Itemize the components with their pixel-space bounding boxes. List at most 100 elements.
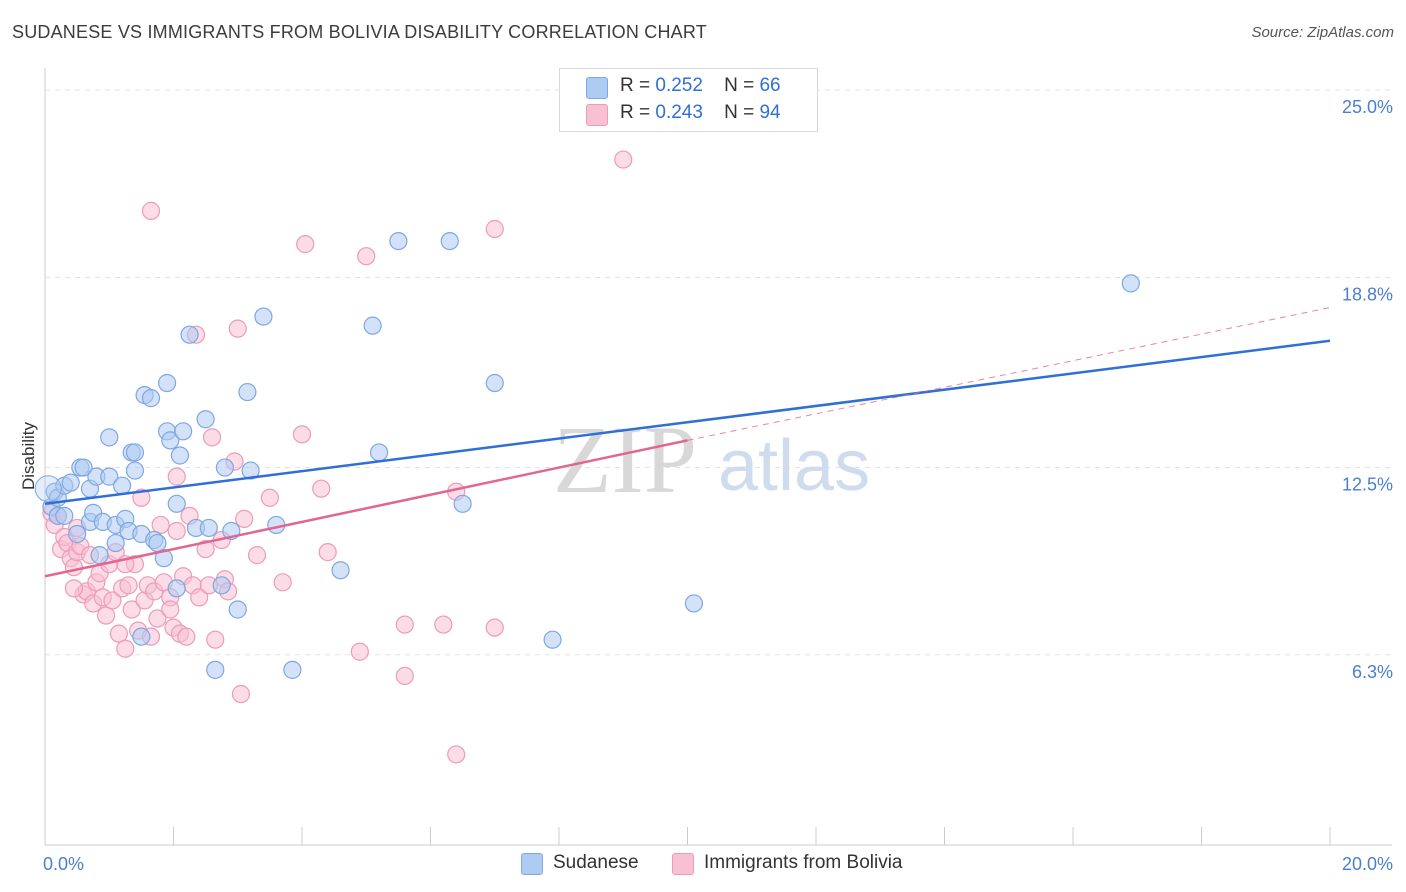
sudanese-point [90, 546, 109, 565]
bolivia-point [122, 600, 141, 619]
bolivia-point [235, 509, 254, 528]
sudanese-point [206, 660, 225, 679]
sudanese-point [167, 579, 186, 598]
legend-n-label: N = [724, 75, 755, 96]
bolivia-point [132, 488, 151, 507]
sudanese-point [174, 422, 193, 441]
bolivia-point [177, 627, 196, 646]
bolivia-point [260, 488, 279, 507]
bolivia-point [148, 609, 167, 628]
bolivia-point [485, 219, 504, 239]
sudanese-point [196, 410, 215, 429]
bolivia-point [292, 425, 312, 444]
bolivia-point [196, 539, 215, 559]
sudanese-point [68, 524, 87, 544]
sudanese-point [199, 518, 218, 538]
legend-r-value: 0.243 [655, 102, 703, 123]
bolivia-point [202, 428, 222, 447]
bolivia-point [116, 639, 135, 658]
watermark: ZIP atlas [553, 406, 870, 513]
legend-n-value: 66 [759, 75, 781, 96]
chart-source: Source: ZipAtlas.com [1251, 24, 1394, 41]
legend-r-value: 0.252 [655, 75, 703, 96]
sudanese-point [170, 446, 190, 465]
legend-n-label: N = [724, 102, 755, 123]
sudanese-trend-line [44, 339, 1331, 506]
sudanese-point [141, 389, 161, 408]
sudanese-point [228, 600, 247, 619]
sudanese-point [112, 476, 132, 495]
sudanese-point [125, 443, 145, 462]
sudanese-point [1121, 274, 1140, 293]
sudanese-point [157, 373, 177, 393]
bolivia-point [485, 618, 504, 637]
y-tick-label: 6.3% [1352, 662, 1393, 682]
sudanese-point [167, 494, 186, 513]
y-tick-label: 25.0% [1342, 97, 1393, 117]
sudanese-point [241, 461, 260, 480]
bolivia-point [357, 247, 376, 266]
sudanese-point [100, 428, 119, 447]
sudanese-point [283, 660, 302, 679]
bolivia-point [141, 201, 161, 220]
sudanese-point [106, 533, 125, 553]
sudanese-point [148, 533, 167, 553]
legend-swatch-sudanese [586, 77, 608, 99]
sudanese-point [440, 231, 459, 251]
sudanese-point [215, 458, 234, 477]
x-tick-label: 20.0% [1342, 854, 1393, 874]
bolivia-point [206, 630, 225, 649]
tick-labels: 6.3% 12.5% 18.8% 25.0% 0.0% 20.0% [43, 97, 1393, 874]
watermark-zip: ZIP [553, 406, 697, 513]
sudanese-point [363, 316, 382, 335]
bolivia-point [231, 684, 251, 704]
sudanese-point [34, 475, 62, 503]
bolivia-point [296, 235, 315, 254]
sudanese-point [180, 325, 199, 344]
bolivia-point [350, 642, 369, 661]
series-bolivia-points [42, 150, 633, 764]
bolivia-point [96, 606, 116, 625]
bottom-legend-swatch-bolivia [672, 853, 694, 875]
bolivia-point [434, 615, 453, 634]
bolivia-point [614, 150, 633, 169]
sudanese-point [254, 307, 273, 326]
sudanese-point [61, 473, 80, 492]
bolivia-point [109, 624, 128, 643]
x-tick-label: 0.0% [43, 854, 84, 874]
sudanese-point [684, 594, 704, 613]
bottom-legend-label-bolivia: Immigrants from Bolivia [704, 852, 903, 873]
bolivia-point [64, 558, 84, 577]
y-axis-label: Disability [19, 421, 38, 490]
y-tick-label: 12.5% [1342, 475, 1393, 495]
sudanese-point [154, 549, 173, 568]
bolivia-point [151, 515, 170, 535]
bolivia-point [119, 576, 138, 595]
bottom-legend-swatch-sudanese [521, 853, 543, 875]
bottom-legend-label-sudanese: Sudanese [553, 852, 639, 873]
sudanese-point [331, 561, 350, 580]
series-sudanese-points [34, 231, 1140, 679]
sudanese-point [212, 576, 231, 595]
sudanese-point [543, 630, 562, 649]
legend: R = 0.252 N = 66 R = 0.243 N = 94 [559, 68, 818, 132]
sudanese-point [238, 382, 257, 402]
sudanese-point [161, 431, 180, 450]
legend-r-label: R = [620, 102, 651, 123]
bolivia-point [103, 591, 122, 610]
sudanese-point [132, 627, 151, 646]
trend-lines [44, 307, 1331, 578]
sudanese-point [370, 443, 389, 462]
sudanese-point [74, 458, 93, 477]
bolivia-point [161, 600, 180, 619]
gridlines [45, 89, 1392, 656]
bolivia-point [273, 573, 292, 592]
bolivia-trend-line [44, 439, 688, 578]
bolivia-point [167, 521, 186, 541]
bolivia-point [312, 479, 331, 498]
bolivia-point [318, 543, 337, 562]
bolivia-trend-extension [687, 307, 1331, 441]
chart-title: SUDANESE VS IMMIGRANTS FROM BOLIVIA DISA… [12, 22, 707, 42]
bolivia-point [395, 615, 414, 634]
